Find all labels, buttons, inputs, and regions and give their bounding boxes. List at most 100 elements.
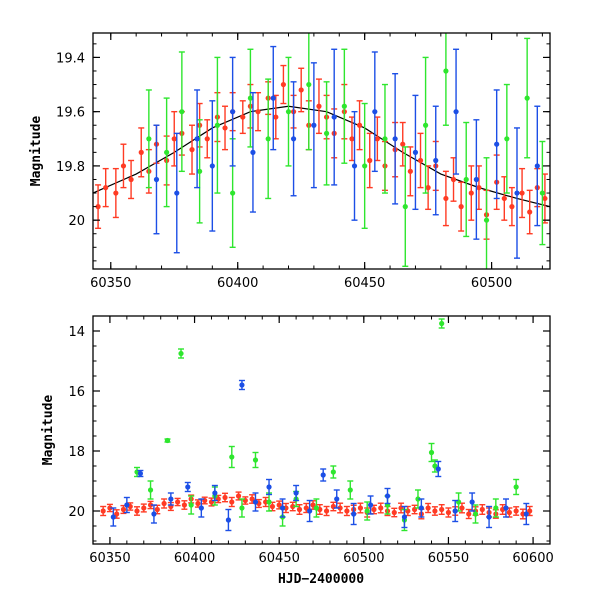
top-plot-frame: [92, 32, 551, 270]
top-blue-point: [290, 81, 297, 197]
bottom-x-tick-label: 60400: [174, 551, 215, 566]
bottom-green-point: [330, 465, 337, 479]
top-green-point: [145, 89, 152, 189]
top-red-point: [458, 181, 465, 232]
bottom-green-point: [428, 442, 435, 463]
bottom-blue-point: [167, 492, 174, 506]
top-green-point: [265, 78, 272, 200]
bottom-red-point: [343, 505, 350, 517]
bottom-red-point: [310, 500, 317, 510]
top-blue-point: [432, 105, 439, 216]
top-red-point: [399, 121, 406, 167]
bottom-red-point: [201, 496, 208, 505]
bottom-blue-point: [238, 379, 245, 391]
bottom-red-point: [323, 505, 330, 517]
top-green-point: [463, 121, 470, 238]
top-y-axis-title: Magnitude: [29, 116, 44, 187]
bottom-red-point: [106, 503, 113, 513]
top-blue-point: [310, 62, 317, 189]
bottom-x-tick-label: 60600: [512, 551, 553, 566]
bottom-red-point: [357, 502, 364, 514]
bottom-green-point: [252, 451, 259, 469]
bottom-blue-point: [435, 460, 442, 478]
top-red-point: [315, 78, 322, 135]
top-x-tick-label: 60400: [217, 276, 258, 291]
top-blue-point: [331, 48, 338, 186]
top-y-tick-label: 19.6: [56, 106, 85, 121]
bottom-green-point: [347, 480, 354, 500]
top-green-point: [214, 56, 221, 194]
top-red-point: [102, 167, 109, 208]
bottom-blue-point: [486, 505, 493, 529]
top-red-point: [417, 132, 424, 189]
bottom-blue-point: [225, 508, 232, 532]
bottom-red-point: [154, 504, 161, 515]
top-blue-point: [173, 132, 180, 254]
bottom-blue-point: [523, 502, 530, 526]
bottom-red-point: [235, 491, 242, 501]
bottom-blue-point: [211, 484, 218, 502]
bottom-red-point: [404, 505, 411, 517]
top-blue-point: [351, 110, 358, 221]
top-blue-point: [392, 72, 399, 205]
bottom-red-point: [337, 502, 344, 514]
bottom-blue-point: [279, 498, 286, 518]
bottom-red-point: [398, 502, 405, 514]
bottom-blue-point: [401, 505, 408, 529]
bottom-blue-point: [367, 495, 374, 515]
top-green-point: [361, 102, 368, 230]
bottom-red-point: [289, 501, 296, 512]
bottom-green-point: [147, 480, 154, 500]
bottom-red-point: [479, 504, 486, 515]
bottom-red-point: [147, 500, 154, 510]
bottom-red-point: [140, 503, 147, 513]
top-red-point: [280, 64, 287, 105]
bottom-green-point: [414, 489, 421, 509]
bottom-y-tick-label: 16: [68, 385, 85, 400]
top-blue-point: [473, 119, 480, 240]
top-red-point: [526, 189, 533, 235]
bottom-green-point: [438, 318, 445, 329]
top-y-tick-label: 19.8: [56, 160, 85, 175]
top-blue-point: [493, 89, 500, 200]
bottom-red-point: [391, 507, 398, 518]
bottom-red-point: [174, 497, 181, 507]
top-red-point: [222, 105, 229, 151]
top-red-point: [138, 127, 145, 178]
bottom-blue-point: [266, 478, 273, 496]
bottom-blue-point: [123, 496, 130, 514]
bottom-blue-point: [184, 481, 191, 493]
top-x-tick-label: 60500: [471, 276, 512, 291]
bottom-blue-point: [452, 499, 459, 523]
bottom-blue-point: [110, 507, 117, 527]
bottom-red-point: [181, 500, 188, 510]
bottom-axis-ticks: 60350 60400 60450 60500 60550 60600 14 16 18 20: [68, 315, 554, 566]
bottom-blue-point: [502, 498, 509, 518]
bottom-red-point: [445, 507, 452, 518]
top-red-point: [356, 100, 363, 151]
bottom-red-point: [242, 496, 249, 505]
top-green-point: [323, 81, 330, 186]
top-red-point: [120, 143, 127, 189]
top-green-point: [442, 33, 449, 126]
bottom-red-point: [431, 506, 438, 516]
top-green-point: [422, 56, 429, 194]
top-axis-ticks: 60350 60400 60450 60500 19.4 19.6 19.8 20: [56, 33, 550, 291]
bottom-green-point: [188, 495, 195, 515]
bottom-blue-point: [306, 499, 313, 523]
bottom-blue-point: [252, 492, 259, 512]
bottom-green-point: [164, 437, 171, 444]
bottom-red-point: [425, 502, 432, 514]
bottom-blue-point: [418, 498, 425, 518]
bottom-y-tick-label: 18: [68, 445, 85, 460]
bottom-red-point: [499, 504, 506, 515]
bottom-green-point: [492, 498, 499, 518]
bottom-red-point: [330, 501, 337, 512]
top-y-tick-label: 19.4: [56, 51, 85, 66]
bottom-red-point: [215, 494, 222, 504]
bottom-x-tick-label: 60450: [259, 551, 300, 566]
top-blue-point: [270, 45, 277, 151]
top-red-point: [468, 165, 475, 221]
bottom-green-point: [228, 445, 235, 469]
top-green-point: [163, 97, 170, 208]
